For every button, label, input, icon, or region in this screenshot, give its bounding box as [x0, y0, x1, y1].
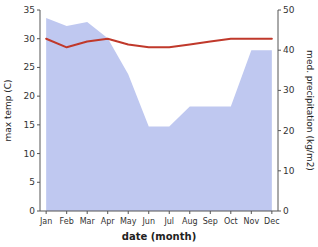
- x-tick: [66, 211, 67, 214]
- y-tick-label: 15: [24, 120, 35, 130]
- x-tick: [230, 211, 231, 214]
- y-tick: [37, 124, 40, 125]
- x-tick-label: Apr: [101, 217, 116, 226]
- y-tick: [37, 96, 40, 97]
- x-tick: [46, 211, 47, 214]
- x-tick-label: Jun: [141, 217, 155, 226]
- x-axis-label: date (month): [122, 231, 196, 242]
- x-axis-line: [40, 211, 278, 212]
- x-tick: [107, 211, 108, 214]
- x-tick: [148, 211, 149, 214]
- x-tick-label: Jul: [163, 217, 174, 226]
- y2-tick-label: 20: [283, 126, 295, 136]
- y-tick-label: 35: [24, 5, 35, 15]
- x-tick-label: May: [120, 217, 137, 226]
- y-tick: [37, 38, 40, 39]
- x-tick-label: Mar: [80, 217, 96, 226]
- x-tick-label: Aug: [182, 217, 198, 226]
- x-tick: [169, 211, 170, 214]
- y-tick: [37, 182, 40, 183]
- x-tick: [251, 211, 252, 214]
- y2-tick: [278, 50, 281, 51]
- x-tick: [128, 211, 129, 214]
- y-tick: [37, 211, 40, 212]
- y2-tick-label: 10: [283, 166, 295, 176]
- y2-tick-label: 40: [283, 45, 295, 55]
- precipitation-area: [46, 18, 272, 211]
- y2-tick: [278, 170, 281, 171]
- y2-tick-label: 30: [283, 85, 295, 95]
- x-tick: [210, 211, 211, 214]
- x-tick-label: Oct: [224, 217, 238, 226]
- x-tick: [271, 211, 272, 214]
- y2-tick-label: 0: [283, 206, 289, 216]
- y-tick-label: 10: [24, 149, 36, 159]
- y2-axis-label: med. precipitation (kg/m2): [305, 50, 315, 171]
- y-tick-label: 5: [29, 177, 35, 187]
- y2-tick: [278, 211, 281, 212]
- y2-axis-line: [278, 10, 279, 211]
- y2-tick-label: 50: [283, 5, 295, 15]
- plot-area: [46, 18, 272, 211]
- x-tick-label: Feb: [60, 217, 74, 226]
- y-axis-label: max temp (C): [3, 79, 13, 141]
- x-tick-label: Dec: [264, 217, 279, 226]
- y-axis-line: [40, 10, 41, 211]
- x-tick: [189, 211, 190, 214]
- x-tick-label: Nov: [244, 217, 260, 226]
- y-tick: [37, 153, 40, 154]
- x-tick-label: Jan: [39, 217, 52, 226]
- y2-tick: [278, 90, 281, 91]
- y2-tick: [278, 130, 281, 131]
- chart: 0 5 10 15 20 25 30 35 0 10 20 30 40 50 Jan Feb Mar Apr May…: [0, 0, 318, 247]
- temperature-line: [46, 39, 272, 48]
- y2-tick: [278, 10, 281, 11]
- x-tick-label: Sep: [203, 217, 218, 226]
- y-tick-label: 20: [24, 91, 36, 101]
- y-tick-label: 30: [24, 34, 36, 44]
- y-tick: [37, 67, 40, 68]
- y-tick: [37, 10, 40, 11]
- x-tick: [87, 211, 88, 214]
- y-tick-label: 25: [24, 62, 35, 72]
- y-tick-label: 0: [29, 206, 35, 216]
